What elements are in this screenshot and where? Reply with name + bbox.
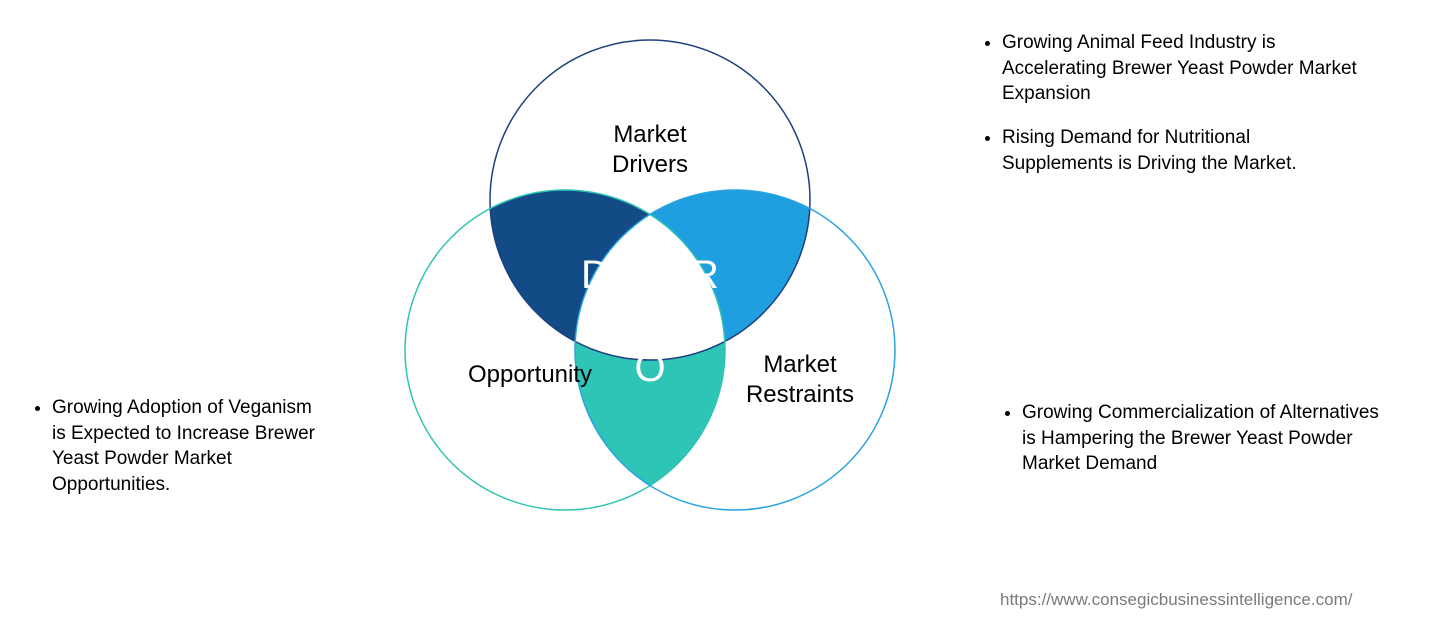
bullet-item: Rising Demand for Nutritional Supplement…	[1002, 125, 1360, 176]
restraints-bullets: Growing Commercialization of Alternative…	[1000, 400, 1380, 495]
venn-svg: D R O	[370, 30, 930, 540]
source-url: https://www.consegicbusinessintelligence…	[1000, 590, 1352, 610]
label-opportunity: Opportunity	[450, 360, 610, 390]
bullet-item: Growing Animal Feed Industry is Accelera…	[1002, 30, 1360, 107]
drivers-bullets: Growing Animal Feed Industry is Accelera…	[980, 30, 1360, 194]
venn-diagram: D R O MarketDrivers Opportunity MarketRe…	[370, 30, 930, 540]
opportunity-bullets: Growing Adoption of Veganism is Expected…	[30, 395, 320, 516]
letter-D: D	[581, 253, 610, 297]
bullet-item: Growing Adoption of Veganism is Expected…	[52, 395, 320, 498]
label-drivers: MarketDrivers	[580, 120, 720, 180]
letter-O: O	[634, 346, 665, 390]
label-restraints: MarketRestraints	[725, 350, 875, 410]
bullet-item: Growing Commercialization of Alternative…	[1022, 400, 1380, 477]
letter-R: R	[690, 253, 719, 297]
